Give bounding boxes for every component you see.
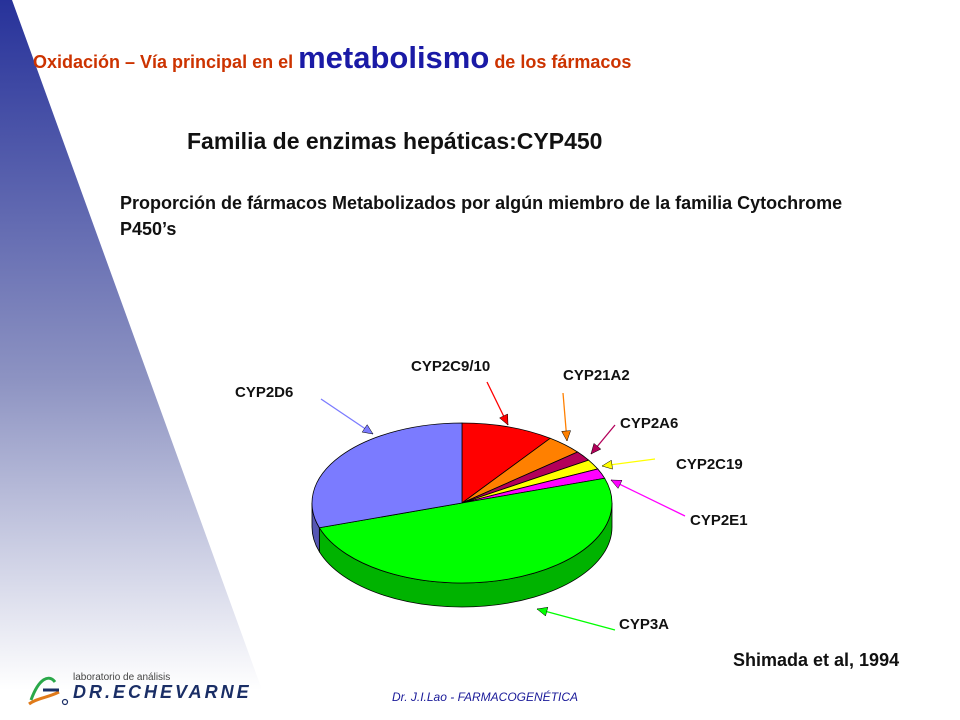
leader-line-cyp2d6 [320, 398, 374, 435]
leader-arrow-cyp2c19 [601, 459, 613, 470]
pie-slice-cyp3a [318, 477, 613, 584]
pie-slice-cyp2c9-10 [461, 422, 551, 504]
header-part1: Oxidación – Vía principal en el [33, 52, 299, 72]
leader-line-cyp3a [536, 608, 616, 631]
slice-label-cyp3a: CYP3A [619, 616, 670, 633]
slice-label-cyp2c19: CYP2C19 [676, 456, 743, 473]
slide-footer: Dr. J.I.Lao - FARMACOGENÉTICA [392, 690, 579, 704]
leader-arrow-cyp2c9-10 [499, 413, 509, 426]
slide-subtitle: Familia de enzimas hepáticas:CYP450 [187, 128, 603, 154]
pie-slice-cyp2d6 [311, 422, 463, 529]
chart-description: Proporción de fármacos Metabolizados por… [120, 193, 843, 239]
slice-label-cyp2c9-10: CYP2C9/10 [411, 358, 491, 375]
leader-line-cyp2e1 [610, 479, 686, 517]
leader-arrow-cyp2a6 [590, 442, 602, 455]
leader-arrow-cyp2d6 [361, 424, 374, 435]
slice-label-cyp2d6: CYP2D6 [235, 384, 294, 401]
header-part3: de los fármacos [489, 52, 632, 72]
slide-header: Oxidación – Vía principal en el metaboli… [33, 40, 631, 76]
slice-label-cyp2e1: CYP2E1 [690, 512, 748, 529]
logo-mark-icon [28, 676, 69, 706]
citation: Shimada et al, 1994 [733, 650, 900, 670]
slice-label-cyp2a6: CYP2A6 [620, 415, 679, 432]
leader-arrow-cyp2e1 [610, 479, 623, 489]
logo-subtitle: laboratorio de análisis [73, 672, 171, 683]
logo-name: DR.ECHEVARNE [73, 682, 252, 702]
slice-label-cyp21a2: CYP21A2 [563, 367, 630, 384]
leader-arrow-cyp21a2 [561, 430, 571, 442]
header-keyword: metabolismo [298, 40, 490, 75]
leader-arrow-cyp3a [536, 606, 549, 617]
lab-logo: laboratorio de análisis DR.ECHEVARNE [25, 668, 260, 712]
